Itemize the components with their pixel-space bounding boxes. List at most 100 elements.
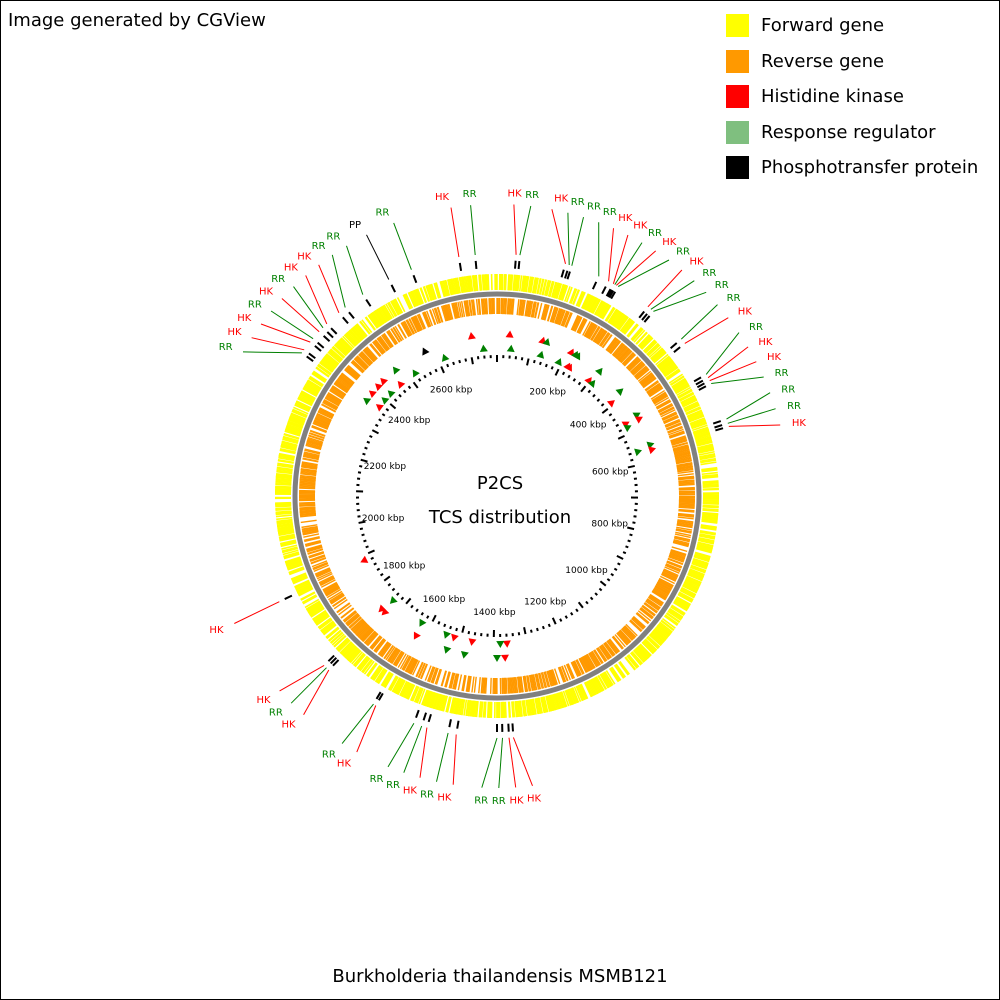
forward-gene-mark	[700, 524, 717, 529]
forward-gene-mark	[536, 697, 541, 714]
forward-gene-mark	[276, 472, 293, 477]
forward-gene-mark	[631, 328, 644, 342]
forward-gene-mark	[372, 311, 383, 326]
ruler-tick	[373, 562, 377, 566]
forward-gene-mark	[630, 326, 643, 341]
reverse-gene-mark	[307, 438, 323, 445]
reverse-gene-mark	[605, 337, 617, 352]
reverse-gene-mark	[365, 631, 377, 645]
reverse-gene-mark	[613, 344, 625, 358]
legend-item-forward: Forward gene	[726, 8, 978, 44]
reverse-gene-mark	[676, 522, 693, 527]
forward-gene-mark	[660, 361, 675, 372]
forward-gene-mark	[347, 330, 360, 344]
forward-gene-mark	[697, 542, 714, 548]
forward-gene-mark	[394, 298, 404, 314]
reverse-gene-mark	[426, 666, 434, 682]
reverse-gene-mark	[675, 460, 692, 465]
callout-line	[508, 737, 517, 788]
forward-gene-mark	[595, 301, 605, 316]
reverse-gene-mark	[397, 653, 407, 668]
reverse-gene-mark	[312, 422, 329, 430]
forward-gene-mark	[375, 309, 386, 324]
ruler-tick	[610, 572, 615, 577]
forward-gene-mark	[469, 275, 474, 292]
reverse-gene-mark	[299, 481, 316, 485]
forward-gene-mark	[420, 287, 428, 303]
callout-label-hk: HK	[403, 785, 418, 796]
forward-gene-mark	[301, 390, 316, 400]
reverse-gene-mark	[305, 541, 322, 548]
forward-gene-mark	[416, 288, 424, 304]
ruler-tick	[520, 357, 524, 361]
feature-marker	[542, 338, 550, 346]
outer-tick	[327, 654, 335, 662]
reverse-gene-mark	[668, 555, 685, 562]
reverse-gene-mark	[374, 339, 386, 353]
reverse-gene-mark	[516, 299, 520, 316]
forward-gene-mark	[677, 389, 693, 399]
reverse-gene-mark	[466, 300, 471, 317]
forward-gene-mark	[554, 282, 561, 299]
reverse-gene-mark	[653, 587, 668, 598]
forward-gene-mark	[594, 300, 604, 316]
reverse-gene-mark	[299, 474, 317, 478]
forward-gene-mark	[383, 304, 393, 320]
outer-tick	[714, 424, 723, 429]
reverse-gene-mark	[553, 668, 561, 685]
reverse-gene-mark	[516, 676, 521, 693]
forward-gene-mark	[644, 341, 658, 354]
ruler-tick	[389, 403, 397, 410]
forward-gene-mark	[693, 430, 710, 437]
forward-gene-mark	[463, 276, 468, 293]
forward-gene-mark	[284, 556, 301, 563]
forward-gene-mark	[383, 672, 393, 688]
reverse-gene-mark	[435, 669, 443, 685]
reverse-gene-mark	[323, 398, 339, 408]
outer-tick	[673, 346, 681, 353]
reverse-gene-mark	[304, 539, 321, 546]
forward-gene-mark	[666, 370, 681, 381]
reverse-gene-mark	[602, 334, 613, 349]
kbp-tick-label: 2400 kbp	[388, 416, 431, 426]
callout-label-rr: RR	[787, 401, 801, 412]
ruler-tick	[577, 381, 582, 386]
reverse-gene-mark	[678, 481, 695, 484]
callout-line	[650, 280, 695, 310]
callout-label-rr: RR	[370, 774, 384, 785]
reverse-gene-mark	[381, 643, 392, 658]
reverse-gene-mark	[299, 502, 316, 506]
callout-line	[481, 737, 498, 788]
forward-gene-mark	[677, 593, 693, 603]
outer-tick	[365, 299, 372, 307]
forward-gene-mark	[688, 413, 704, 421]
reverse-gene-mark	[623, 354, 637, 367]
forward-gene-mark	[534, 698, 539, 715]
outer-tick	[564, 270, 569, 279]
forward-gene-mark	[300, 591, 316, 601]
reverse-gene-mark	[522, 299, 526, 316]
callout-label-hk: HK	[767, 352, 782, 363]
forward-gene-mark	[483, 274, 486, 291]
outer-tick	[390, 284, 396, 293]
reverse-gene-mark	[386, 647, 397, 662]
legend-item-rr: Response regulator	[726, 115, 978, 151]
forward-gene-mark	[518, 700, 522, 717]
callout-line	[366, 234, 390, 280]
forward-gene-mark	[696, 546, 713, 553]
outer-tick	[415, 709, 420, 719]
callout-line	[234, 601, 280, 624]
forward-gene-mark	[278, 531, 295, 537]
forward-gene-mark	[699, 531, 716, 536]
forward-gene-mark	[529, 699, 534, 716]
reverse-gene-mark	[649, 594, 664, 605]
forward-gene-mark	[303, 386, 318, 396]
kbp-tick-label: 2600 kbp	[430, 386, 473, 396]
ruler-tick	[428, 371, 433, 376]
forward-gene-mark	[366, 662, 377, 677]
forward-gene-mark	[396, 297, 406, 313]
reverse-gene-mark	[620, 350, 633, 364]
forward-gene-mark	[303, 385, 319, 395]
forward-gene-mark	[701, 468, 718, 473]
reverse-gene-mark	[654, 585, 670, 596]
